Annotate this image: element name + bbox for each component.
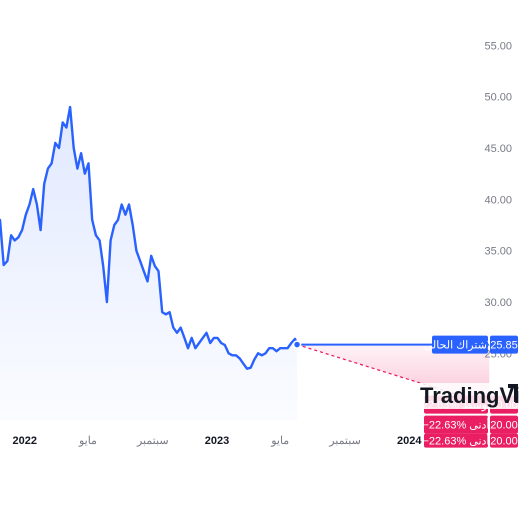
min-label-badge bbox=[424, 433, 488, 448]
current-value-badge bbox=[490, 335, 518, 354]
price-line bbox=[0, 105, 299, 370]
y-tick-label: 30.00 bbox=[484, 297, 512, 309]
low-label-badge bbox=[424, 415, 488, 434]
low-value-text: 20.00 bbox=[490, 420, 518, 432]
x-tick-label: مايو bbox=[78, 435, 97, 447]
min-value-text: 20.00 bbox=[490, 436, 518, 448]
x-tick-label: سبتمبر bbox=[328, 435, 361, 447]
tradingview-logo-icon bbox=[508, 384, 518, 402]
x-tick-label: 2024 bbox=[397, 435, 422, 447]
x-tick-label: سبتمبر bbox=[136, 435, 169, 447]
x-tick-label: 2023 bbox=[205, 435, 229, 447]
low-value-badge bbox=[490, 415, 518, 434]
low-label-text: −22.63% أدنى bbox=[423, 418, 490, 432]
y-tick-label: 55.00 bbox=[484, 40, 512, 52]
watermark-backdrop bbox=[418, 383, 520, 409]
y-tick-label: 40.00 bbox=[484, 194, 512, 206]
x-tick-label: 2022 bbox=[13, 435, 37, 447]
last-price-point bbox=[292, 340, 302, 349]
x-tick-label: مايو bbox=[270, 435, 289, 447]
current-label-text: الاشتراك الحالي bbox=[424, 340, 497, 352]
current-label-badge bbox=[432, 335, 488, 354]
tradingview-watermark: TradingView bbox=[420, 383, 520, 408]
min-value-badge bbox=[490, 433, 518, 448]
price-area-fill bbox=[0, 107, 298, 420]
y-tick-label: 35.00 bbox=[484, 246, 512, 258]
min-label-text: −22.63% أدنى bbox=[423, 434, 490, 448]
current-value-text: 25.85 bbox=[490, 340, 518, 352]
y-tick-label: 45.00 bbox=[484, 143, 512, 155]
y-tick-label: 50.00 bbox=[484, 92, 512, 104]
